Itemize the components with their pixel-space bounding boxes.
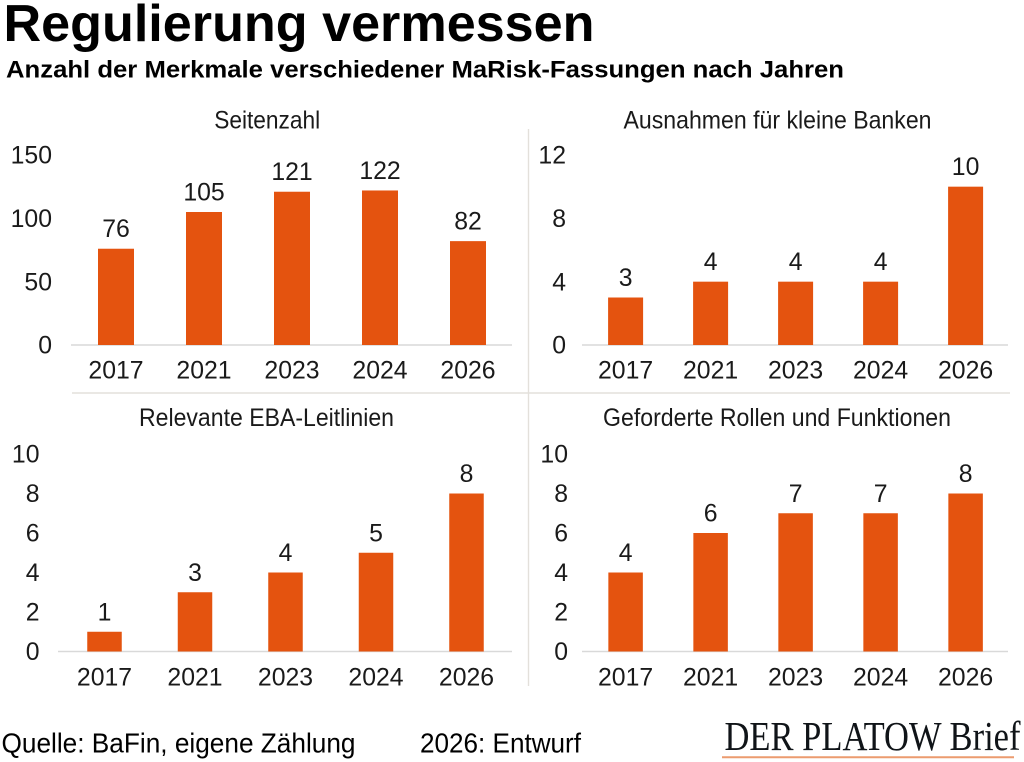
- svg-text:100: 100: [11, 206, 52, 233]
- svg-text:2: 2: [554, 600, 568, 627]
- svg-text:2021: 2021: [167, 665, 222, 692]
- svg-text:4: 4: [619, 540, 633, 567]
- svg-text:0: 0: [38, 333, 52, 360]
- svg-text:4: 4: [704, 249, 718, 276]
- svg-text:2017: 2017: [598, 665, 653, 692]
- svg-text:0: 0: [552, 333, 566, 360]
- svg-text:2023: 2023: [258, 665, 313, 692]
- svg-text:3: 3: [188, 560, 202, 587]
- svg-text:4: 4: [552, 269, 566, 296]
- svg-text:Seitenzahl: Seitenzahl: [214, 107, 320, 135]
- svg-text:105: 105: [183, 180, 224, 207]
- svg-text:2024: 2024: [853, 358, 908, 385]
- svg-text:Geforderte Rollen und Funktion: Geforderte Rollen und Funktionen: [603, 404, 951, 432]
- svg-text:12: 12: [538, 143, 566, 170]
- svg-text:1: 1: [98, 599, 112, 626]
- svg-text:8: 8: [552, 206, 566, 233]
- svg-text:4: 4: [554, 560, 568, 587]
- svg-text:4: 4: [26, 560, 40, 587]
- svg-text:6: 6: [26, 521, 40, 548]
- svg-text:2023: 2023: [264, 358, 319, 385]
- svg-text:8: 8: [554, 481, 568, 508]
- svg-text:2023: 2023: [768, 665, 823, 692]
- svg-text:8: 8: [26, 481, 40, 508]
- svg-text:150: 150: [11, 143, 52, 170]
- svg-text:Ausnahmen für kleine Banken: Ausnahmen für kleine Banken: [624, 107, 932, 135]
- svg-text:4: 4: [279, 540, 293, 567]
- svg-text:2017: 2017: [77, 665, 132, 692]
- svg-text:7: 7: [874, 481, 888, 508]
- svg-text:DER PLATOW Brief: DER PLATOW Brief: [725, 713, 1021, 759]
- svg-text:122: 122: [359, 158, 400, 185]
- svg-text:2026: 2026: [938, 358, 993, 385]
- svg-text:76: 76: [102, 216, 130, 243]
- svg-text:8: 8: [460, 461, 474, 488]
- svg-text:2021: 2021: [683, 665, 738, 692]
- svg-text:2017: 2017: [88, 358, 143, 385]
- svg-text:4: 4: [874, 249, 888, 276]
- svg-text:7: 7: [789, 481, 803, 508]
- svg-text:2: 2: [26, 600, 40, 627]
- svg-text:0: 0: [554, 639, 568, 666]
- svg-text:2021: 2021: [176, 358, 231, 385]
- svg-text:2017: 2017: [598, 358, 653, 385]
- svg-text:Regulierung vermessen: Regulierung vermessen: [4, 0, 595, 53]
- svg-text:2026: 2026: [439, 665, 494, 692]
- svg-text:2026: 2026: [938, 665, 993, 692]
- svg-text:Quelle: BaFin, eigene Zählung: Quelle: BaFin, eigene Zählung: [2, 728, 356, 759]
- svg-text:0: 0: [26, 639, 40, 666]
- svg-text:6: 6: [554, 521, 568, 548]
- svg-text:82: 82: [454, 209, 482, 236]
- svg-text:2026: Entwurf: 2026: Entwurf: [420, 728, 581, 759]
- svg-text:Anzahl der Merkmale verschiede: Anzahl der Merkmale verschiedener MaRisk…: [6, 57, 844, 84]
- svg-text:2024: 2024: [348, 665, 403, 692]
- svg-text:121: 121: [271, 159, 312, 186]
- svg-text:2024: 2024: [853, 665, 908, 692]
- svg-text:2021: 2021: [683, 358, 738, 385]
- svg-text:3: 3: [619, 265, 633, 292]
- svg-text:2024: 2024: [352, 358, 407, 385]
- svg-text:2023: 2023: [768, 358, 823, 385]
- svg-text:4: 4: [789, 249, 803, 276]
- svg-text:5: 5: [369, 520, 383, 547]
- svg-text:6: 6: [704, 501, 718, 528]
- svg-text:Relevante EBA-Leitlinien: Relevante EBA-Leitlinien: [139, 404, 394, 432]
- svg-text:8: 8: [959, 461, 973, 488]
- svg-text:2026: 2026: [440, 358, 495, 385]
- svg-text:10: 10: [12, 442, 40, 469]
- svg-text:50: 50: [24, 269, 52, 296]
- svg-text:10: 10: [952, 154, 980, 181]
- svg-text:10: 10: [540, 442, 568, 469]
